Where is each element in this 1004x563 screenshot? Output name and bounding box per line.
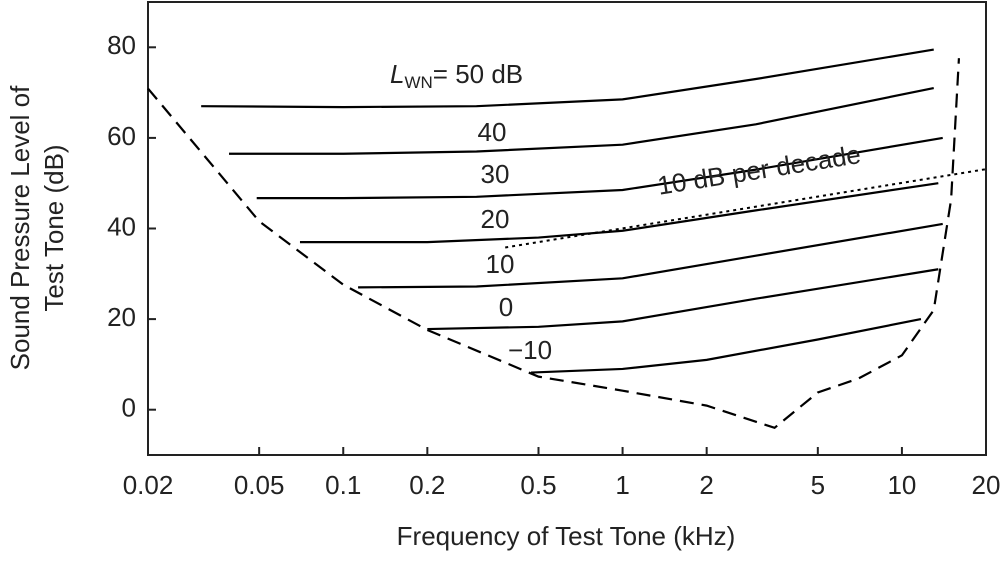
curve	[147, 58, 961, 430]
y-tick-label: 60	[107, 121, 136, 151]
x-tick-label: 0.05	[234, 470, 285, 500]
y-tick-label: 20	[107, 302, 136, 332]
series-label: 10	[486, 249, 515, 279]
series-label: −10	[508, 335, 552, 365]
x-tick-label: 0.02	[123, 470, 174, 500]
y-tick-label: 40	[107, 211, 136, 241]
plot-frame	[147, 1, 987, 456]
curve	[427, 268, 939, 331]
series-label: 20	[481, 204, 510, 234]
x-tick-label: 0.2	[409, 470, 445, 500]
curve	[229, 86, 934, 155]
series-label: 0	[499, 292, 513, 322]
x-axis-label: Frequency of Test Tone (kHz)	[397, 521, 736, 551]
y-axis-label: Test Tone (dB)	[39, 144, 69, 311]
x-tick-label: 0.1	[325, 470, 361, 500]
series-label: 40	[478, 117, 507, 147]
series-label: = 50 dB	[433, 59, 523, 89]
x-tick-label: 2	[699, 470, 713, 500]
curve	[256, 136, 943, 200]
x-tick-label: 20	[972, 470, 1001, 500]
x-tick-label: 1	[615, 470, 629, 500]
curve	[358, 222, 943, 289]
annotation: 10 dB per decade	[655, 139, 862, 201]
x-tick-label: 0.5	[520, 470, 556, 500]
curve	[299, 182, 939, 244]
label-subscript: WN	[404, 73, 432, 92]
x-tick-label: 5	[811, 470, 825, 500]
curve-label: LWN= 50 dB	[390, 59, 523, 93]
curve	[201, 48, 934, 109]
y-tick-label: 80	[107, 30, 136, 60]
label-symbol: L	[390, 59, 404, 89]
curve	[530, 318, 922, 374]
y-tick-label: 0	[122, 393, 136, 423]
x-tick-label: 10	[887, 470, 916, 500]
y-axis-label: Sound Pressure Level of	[5, 85, 35, 371]
series-label: 30	[481, 159, 510, 189]
